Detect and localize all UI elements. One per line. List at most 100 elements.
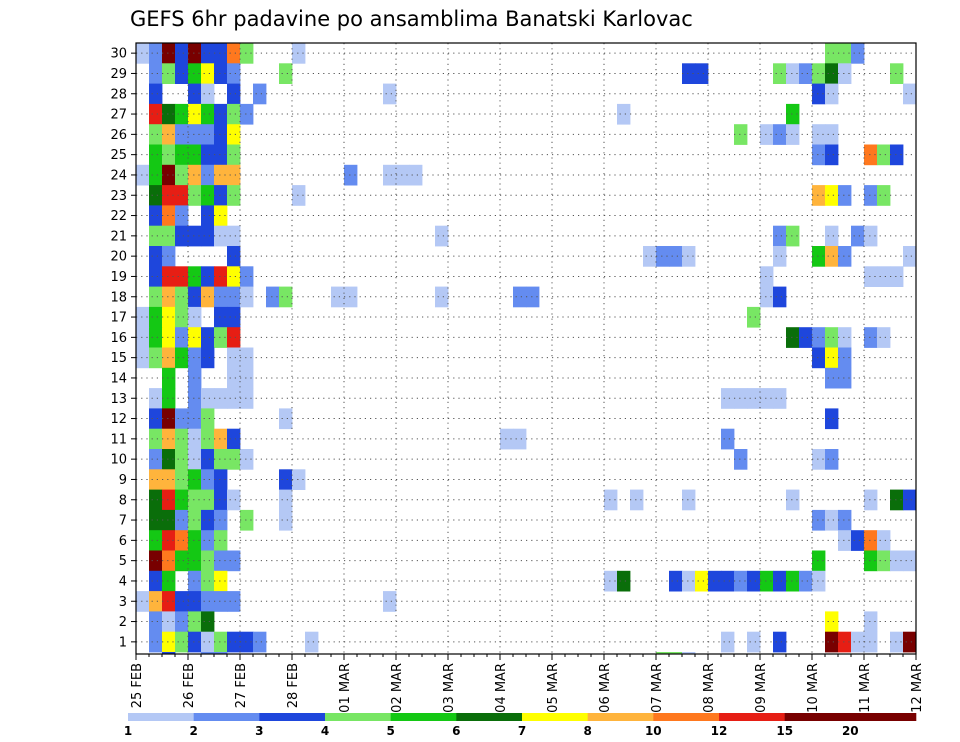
heatmap-cell [838,347,852,369]
heatmap-cell [136,347,150,369]
heatmap-cell [864,144,878,166]
heatmap-cell [292,469,306,490]
heatmap-cell [331,286,345,308]
heatmap-cell [851,631,865,653]
heatmap-cell [877,550,891,572]
x-tick-label: 26 FEB [182,663,197,708]
heatmap-cell [240,509,254,531]
heatmap-cell [864,489,878,511]
heatmap-cell [773,570,787,592]
heatmap-cell [188,449,202,470]
heatmap-cell [188,591,202,612]
heatmap-cell [162,530,176,551]
y-tick-label: 17 [110,311,127,326]
heatmap-cell [409,164,423,186]
heatmap-cell [890,489,904,511]
heatmap-cell [695,63,709,84]
legend-label: 1 [124,724,132,738]
heatmap-cell [240,103,254,125]
heatmap-cell [175,205,189,227]
heatmap-cell [812,185,826,206]
heatmap-cell [136,306,150,328]
chart-title: GEFS 6hr padavine po ansamblima Banatski… [130,7,693,31]
heatmap-cell [786,489,800,511]
heatmap-cell [812,63,826,84]
legend-swatch [390,713,457,721]
heatmap-cell [240,286,254,308]
heatmap-cell [812,509,826,531]
heatmap-cell [162,367,176,389]
heatmap-cell [227,144,241,166]
y-tick-label: 29 [110,67,127,82]
heatmap-cell [747,570,761,592]
heatmap-cell [864,530,878,551]
heatmap-cell [188,327,202,348]
heatmap-cell [214,225,228,247]
heatmap-cell [136,43,150,64]
heatmap-cell [435,225,449,247]
heatmap-cell [162,246,176,267]
heatmap-cell [188,144,202,166]
heatmap-cell [825,83,839,105]
heatmap-cell [214,428,228,450]
heatmap-cell [227,185,241,206]
heatmap-cell [227,388,241,409]
heatmap-cell [149,428,163,450]
x-tick-label: 04 MAR [494,663,509,713]
heatmap-cell [227,591,241,612]
heatmap-cell [188,164,202,186]
y-tick-label: 5 [119,554,127,569]
heatmap-cell [188,367,202,389]
legend-swatch [128,713,194,721]
legend-label: 4 [321,724,329,738]
heatmap-cell [188,266,202,287]
heatmap-cell [240,347,254,369]
heatmap-cell [773,388,787,409]
heatmap-cell [344,286,358,308]
heatmap-cell [721,388,735,409]
heatmap-cell [214,570,228,592]
heatmap-cell [864,550,878,572]
heatmap-cell [214,489,228,511]
legend-label: 2 [190,724,198,738]
heatmap-cell [812,327,826,348]
heatmap-cell [201,327,215,348]
heatmap-cell [188,306,202,328]
y-tick-label: 6 [119,534,127,549]
heatmap-cell [825,43,839,64]
heatmap-cell [825,225,839,247]
y-tick-label: 30 [110,47,127,62]
heatmap-cell [864,611,878,633]
heatmap-cell [188,63,202,84]
heatmap-cell [201,469,215,490]
heatmap-cell [175,489,189,511]
heatmap-cell [149,103,163,125]
heatmap-cell [786,124,800,145]
heatmap-cell [149,591,163,612]
heatmap-cell [175,103,189,125]
y-tick-label: 1 [119,635,127,650]
legend-label: 12 [711,724,728,738]
heatmap-cell [201,63,215,84]
heatmap-cell [279,509,293,531]
heatmap-cell [162,408,176,430]
heatmap-cell [162,63,176,84]
heatmap-cell [864,266,878,287]
heatmap-cell [838,43,852,64]
heatmap-cell [149,266,163,287]
heatmap-cell [162,103,176,125]
heatmap-cell [201,144,215,166]
heatmap-cell [214,530,228,551]
heatmap-cell [175,530,189,551]
legend-swatch [719,713,785,721]
x-tick-label: 28 FEB [286,663,301,708]
heatmap-cell [825,631,839,653]
legend-swatch [653,713,720,721]
heatmap-cell [227,43,241,64]
heatmap-cell [201,489,215,511]
heatmap-cell [175,63,189,84]
heatmap-cell [240,266,254,287]
heatmap-cell [188,185,202,206]
heatmap-cell [851,43,865,64]
y-tick-label: 26 [110,128,127,143]
